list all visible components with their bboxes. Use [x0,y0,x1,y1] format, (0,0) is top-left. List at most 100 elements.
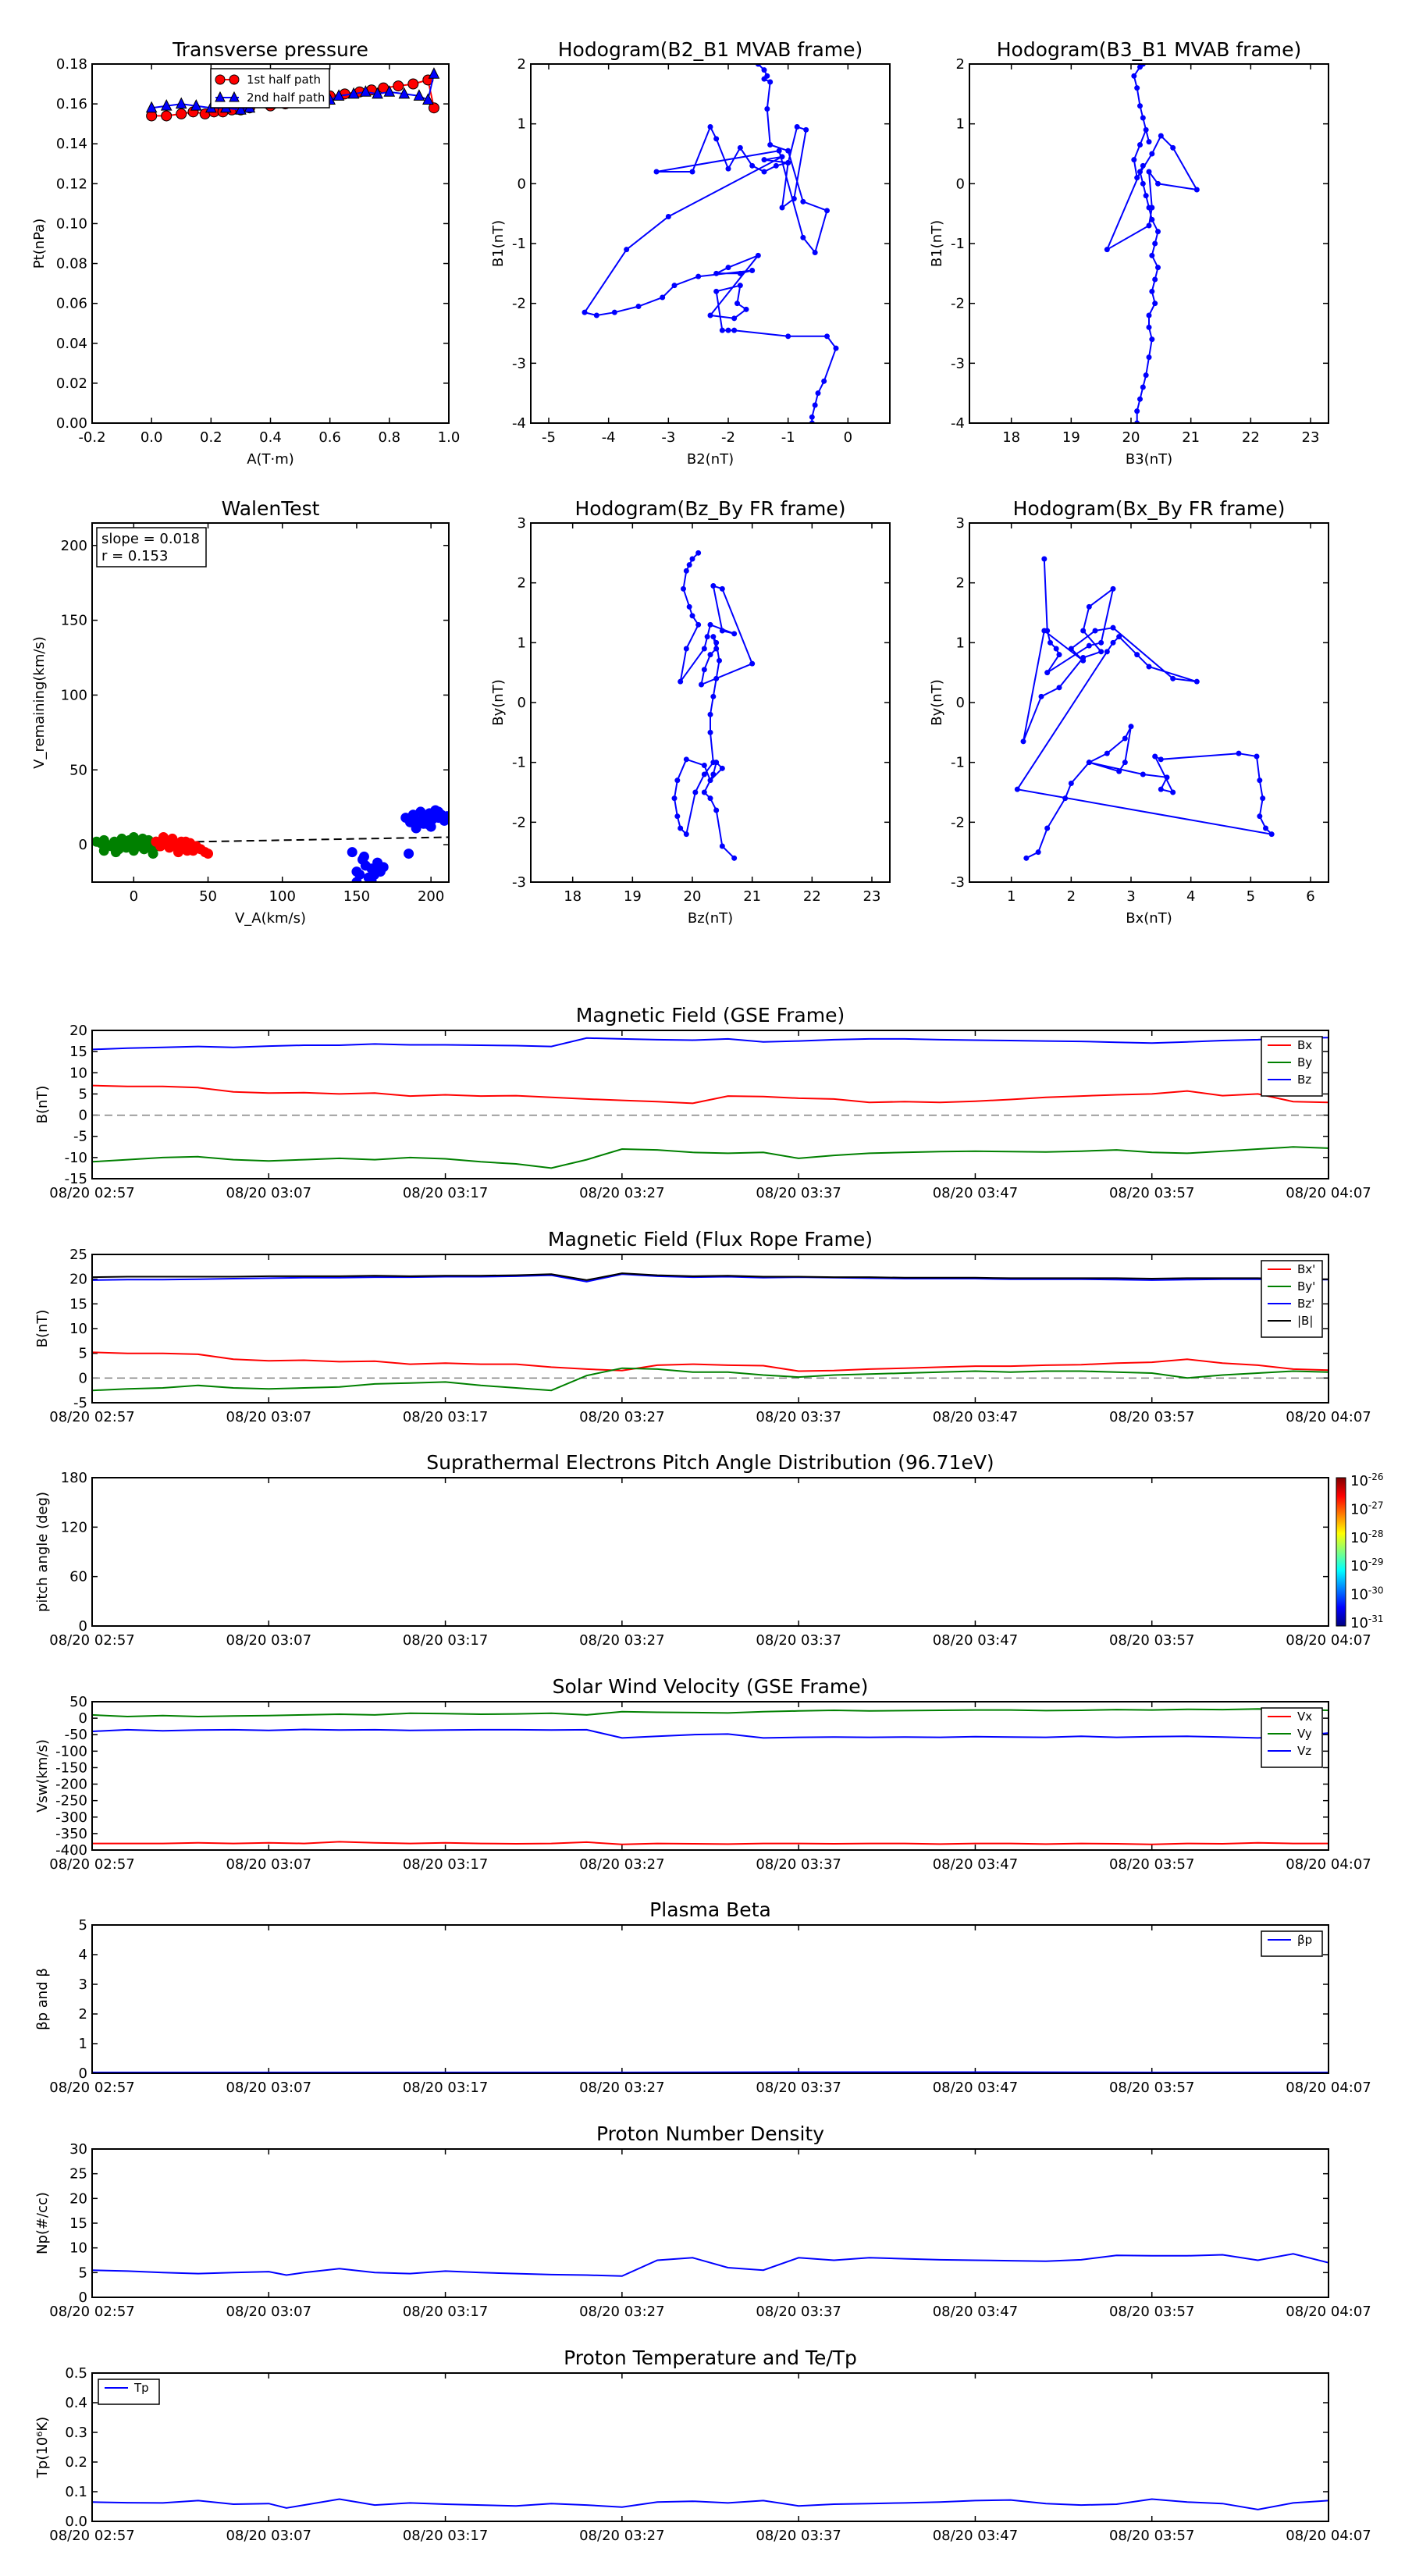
walen_test-xtick-label: 50 [199,888,217,905]
hodogram_b3_b1-ytick-label: 2 [956,56,965,73]
hodogram_bx_by-point [1260,795,1266,802]
hodogram_bx_by-ylabel: By(nT) [929,679,945,725]
hodogram_bx_by-frame [969,522,1329,883]
hodogram_b2_b1-point [755,252,761,258]
proton_temperature-frame [91,2372,1329,2522]
pitch_angle-ytick-label: 60 [69,1569,87,1585]
transverse_pressure-frame [91,63,450,424]
hodogram_bz_by-point [704,634,710,640]
hodogram_b2_b1-point [671,283,678,289]
walen_test-point [425,821,436,832]
walen_test-xtick-label: 150 [343,888,370,905]
pitch_angle-time-label: 08/20 03:17 [403,1632,488,1649]
proton_density-panel: Proton Number Density 0 5 10 15 20 25 30 Np(#/cc… [34,2122,1371,2320]
vsw_gse-ytick-label: -250 [55,1793,87,1809]
hodogram_b2_b1-point [764,106,770,112]
walen_test-ytick-label: 0 [79,837,87,853]
hodogram_bx_by-xtick-label: 4 [1186,888,1195,905]
proton_density-ytick-label: 30 [69,2141,87,2158]
transverse_pressure-ytick-label: 0.14 [56,136,87,152]
hodogram_b2_b1-point [776,148,782,154]
vsw_gse-time-label: 08/20 03:17 [403,1856,488,1873]
hodogram_bz_by-point [686,603,692,610]
b_gse-ytick-label: 20 [69,1023,87,1039]
hodogram_b2_b1-point [665,214,671,219]
b_fr-ylabel: B(nT) [34,1310,51,1348]
proton_temperature-ytick-label: 0.3 [65,2425,87,2441]
hodogram_b2_b1-point [761,157,767,163]
hodogram_b3_b1-xtick-label: 21 [1182,429,1200,446]
transverse_pressure-ytick-label: 0.08 [56,256,87,272]
hodogram_b2_b1-xtick-label: -3 [661,429,675,446]
transverse_pressure-xtick-label: 0.2 [200,429,222,446]
hodogram_b2_b1-point [833,345,839,351]
b_fr-series-line-Bx' [92,1351,1329,1372]
b_fr-time-label: 08/20 03:47 [933,1409,1018,1425]
proton_temperature-time-label: 08/20 03:47 [933,2528,1018,2544]
pitch_angle-ytick-label: 180 [61,1470,87,1486]
b_fr-legend [1261,1260,1323,1338]
pitch_angle-colorbar [1336,1477,1346,1627]
plasma_beta-time-label: 08/20 04:07 [1286,2080,1371,2096]
hodogram_b3_b1-ytick-label: -4 [951,415,965,432]
b_fr-time-label: 08/20 02:57 [49,1409,134,1425]
hodogram_b3_b1-point [1137,103,1143,109]
pitch_angle-time-label: 08/20 02:57 [49,1632,134,1649]
transverse_pressure-point-circle [407,78,419,90]
transverse_pressure-xtick-label: 0.6 [318,429,341,446]
hodogram_b2_b1-point [800,198,806,205]
hodogram_b2_b1-point [689,169,695,175]
b_fr-time-label: 08/20 03:57 [1109,1409,1194,1425]
hodogram_bx_by-xtick-label: 6 [1306,888,1314,905]
hodogram_b3_b1-title: Hodogram(B3_B1 MVAB frame) [997,38,1302,61]
plasma_beta-frame [91,1924,1329,2074]
hodogram_bx_by-point [1116,634,1122,640]
pitch_angle-colorbar-exponent: -28 [1368,1528,1384,1539]
hodogram_b2_b1-point [695,273,702,279]
hodogram_bx_by-plot-area [1014,556,1275,861]
hodogram_b2_b1-xtick-label: -1 [781,429,795,446]
b_gse-ytick-label: 10 [69,1065,87,1081]
hodogram_b2_b1-point [773,162,779,169]
hodogram_bx_by-ytick-label: 3 [956,515,965,532]
hodogram_b3_b1-xtick-label: 19 [1062,429,1080,446]
plasma_beta-time-label: 08/20 02:57 [49,2080,134,2096]
proton_temperature-time-label: 08/20 03:07 [226,2528,311,2544]
plasma_beta-time-label: 08/20 03:47 [933,2080,1018,2096]
hodogram_bz_by-point [710,693,717,699]
hodogram_b2_b1-ytick-label: 2 [518,56,526,73]
b_gse-legend-label: Bx [1297,1038,1312,1052]
hodogram_b2_b1-point [812,250,818,255]
walen_test-xlabel: V_A(km/s) [235,910,306,927]
hodogram_b3_b1-point [1149,205,1155,211]
hodogram_bx_by-ytick-label: -3 [951,874,965,891]
hodogram_b2_b1-point [785,333,791,340]
transverse_pressure-xtick-label: 0.8 [379,429,401,446]
hodogram_b2_b1-ytick-label: 1 [518,116,526,133]
hodogram_bx_by-series-line-0 [1016,558,1275,859]
hodogram_b2_b1-point [791,196,797,201]
hodogram_bx_by-point [1110,585,1116,592]
hodogram_b2_b1-point [582,309,588,315]
walen_test-point [118,839,129,850]
transverse_pressure-panel: Transverse pressure -0.2 0.0 0.2 0.4 0.6 0.8 1.… [31,38,460,468]
hodogram_bx_by-xlabel: Bx(nT) [1126,910,1172,927]
hodogram_bz_by-point [689,556,695,562]
hodogram_b2_b1-point [743,306,749,312]
hodogram_bz_by-ytick-label: -3 [512,874,526,891]
hodogram_b3_b1-point [1131,157,1137,163]
hodogram_b2_b1-xtick-label: -5 [542,429,556,446]
b_gse-ytick-label: -10 [65,1150,87,1166]
proton_density-time-label: 08/20 03:57 [1109,2304,1194,2320]
hodogram_bx_by-point [1068,646,1074,652]
walen_test-point [165,834,176,845]
pitch_angle-frame [91,1477,1329,1627]
vsw_gse-legend-label: Vx [1297,1710,1312,1724]
b_fr-legend-label: By' [1297,1279,1315,1293]
walen_test-point [442,811,449,822]
hodogram_b3_b1-ytick-label: -2 [951,296,965,312]
transverse_pressure-point-triangle [413,89,425,101]
b_fr-ytick-label: 10 [69,1321,87,1337]
b_fr-series-line-|B| [92,1272,1329,1281]
